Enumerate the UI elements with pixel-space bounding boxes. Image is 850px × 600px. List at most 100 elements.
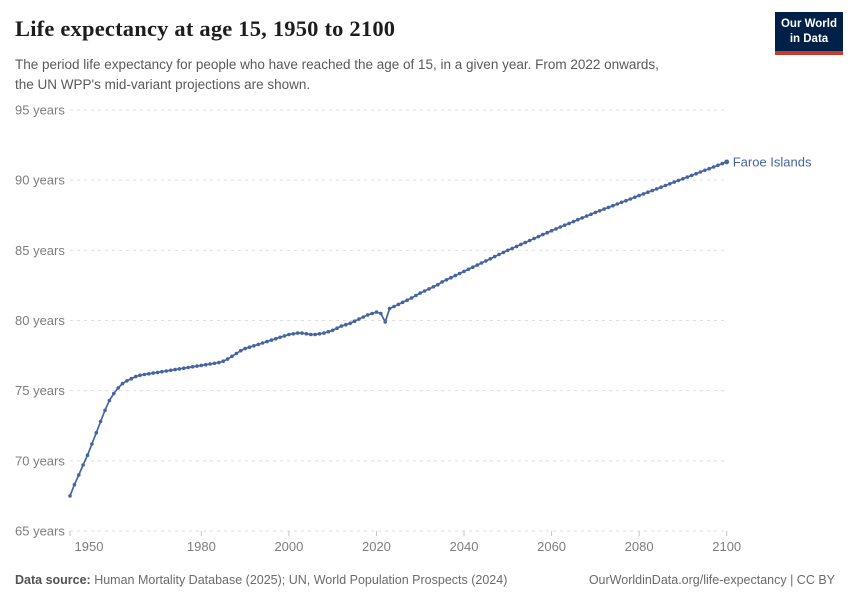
data-point-marker[interactable] xyxy=(523,240,528,245)
data-point-marker[interactable] xyxy=(317,332,322,336)
data-point-marker[interactable] xyxy=(510,246,514,251)
series-faroe-islands[interactable] xyxy=(68,159,730,498)
data-point-marker[interactable] xyxy=(203,362,208,367)
data-point-marker[interactable] xyxy=(304,332,309,336)
data-point-marker[interactable] xyxy=(344,322,348,327)
series-end-label[interactable]: Faroe Islands xyxy=(733,154,812,169)
data-point-marker[interactable] xyxy=(195,364,199,368)
data-point-marker[interactable] xyxy=(387,306,392,311)
data-point-marker[interactable] xyxy=(142,372,147,377)
data-point-marker[interactable] xyxy=(230,354,234,359)
data-point-marker[interactable] xyxy=(282,334,287,338)
data-point-marker[interactable] xyxy=(405,298,409,303)
data-point-marker[interactable] xyxy=(112,391,116,396)
data-point-marker[interactable] xyxy=(400,300,405,305)
data-point-marker[interactable] xyxy=(685,175,690,179)
data-point-marker[interactable] xyxy=(348,321,353,326)
data-point-marker[interactable] xyxy=(190,365,195,369)
data-point-marker[interactable] xyxy=(619,200,624,205)
data-point-marker[interactable] xyxy=(300,331,304,335)
data-point-marker[interactable] xyxy=(457,271,462,276)
data-point-marker[interactable] xyxy=(580,216,584,220)
data-point-marker[interactable] xyxy=(129,376,134,381)
data-point-marker[interactable] xyxy=(479,261,484,265)
data-point-marker[interactable] xyxy=(370,311,374,316)
data-point-marker[interactable] xyxy=(527,238,532,243)
data-point-marker[interactable] xyxy=(81,463,85,467)
data-point-marker[interactable] xyxy=(238,348,243,353)
data-point-marker[interactable] xyxy=(365,313,370,317)
data-point-marker[interactable] xyxy=(252,344,256,348)
data-point-marker[interactable] xyxy=(418,291,423,295)
data-point-marker[interactable] xyxy=(173,367,177,372)
data-point-marker[interactable] xyxy=(77,473,81,477)
data-point-marker[interactable] xyxy=(147,372,151,376)
series-line[interactable] xyxy=(69,161,728,497)
data-point-marker[interactable] xyxy=(68,494,72,498)
data-point-marker[interactable] xyxy=(484,259,488,263)
data-point-marker[interactable] xyxy=(650,188,655,193)
data-point-marker[interactable] xyxy=(440,280,444,284)
data-point-marker[interactable] xyxy=(322,331,326,335)
data-point-marker[interactable] xyxy=(707,166,711,171)
data-point-marker[interactable] xyxy=(466,267,471,272)
series-end-labels[interactable]: Faroe Islands xyxy=(733,154,812,169)
data-point-marker[interactable] xyxy=(274,336,278,341)
data-point-marker[interactable] xyxy=(606,205,611,210)
data-point-marker[interactable] xyxy=(554,227,558,231)
data-point-marker[interactable] xyxy=(475,263,480,267)
data-point-marker[interactable] xyxy=(168,368,173,373)
data-point-marker[interactable] xyxy=(571,219,576,224)
data-point-marker[interactable] xyxy=(291,332,296,336)
data-point-marker[interactable] xyxy=(265,339,269,344)
data-point-marker[interactable] xyxy=(133,374,138,379)
data-point-marker[interactable] xyxy=(436,282,440,287)
data-point-marker[interactable] xyxy=(584,214,589,218)
data-point-marker[interactable] xyxy=(361,315,366,319)
data-point-marker[interactable] xyxy=(681,177,685,181)
data-point-marker[interactable] xyxy=(654,187,659,191)
data-point-marker[interactable] xyxy=(471,265,475,270)
data-point-marker[interactable] xyxy=(519,242,523,247)
data-point-marker[interactable] xyxy=(497,252,501,257)
data-point-marker[interactable] xyxy=(182,366,186,371)
data-point-marker[interactable] xyxy=(98,419,103,424)
data-point-marker[interactable] xyxy=(225,357,230,361)
data-point-marker[interactable] xyxy=(107,398,112,403)
data-point-marker[interactable] xyxy=(488,257,493,261)
data-point-marker[interactable] xyxy=(221,359,225,364)
data-point-marker[interactable] xyxy=(164,369,169,373)
data-point-marker[interactable] xyxy=(409,296,414,300)
data-point-marker[interactable] xyxy=(199,363,204,368)
data-point-marker[interactable] xyxy=(514,244,519,249)
data-point-marker[interactable] xyxy=(567,221,571,226)
data-point-marker[interactable] xyxy=(703,168,707,173)
data-point-marker[interactable] xyxy=(663,183,668,188)
data-point-marker[interactable] xyxy=(462,269,466,274)
data-point-marker[interactable] xyxy=(558,225,563,229)
data-point-marker[interactable] xyxy=(295,331,300,335)
series-end-marker[interactable] xyxy=(724,159,730,165)
data-point-marker[interactable] xyxy=(449,275,453,280)
data-point-marker[interactable] xyxy=(160,369,164,374)
data-point-marker[interactable] xyxy=(593,210,598,215)
data-point-marker[interactable] xyxy=(611,203,615,208)
data-point-marker[interactable] xyxy=(212,361,217,366)
data-point-marker[interactable] xyxy=(562,223,567,227)
data-point-marker[interactable] xyxy=(444,278,449,282)
data-point-marker[interactable] xyxy=(138,373,142,378)
data-point-marker[interactable] xyxy=(597,209,602,213)
data-point-marker[interactable] xyxy=(492,254,497,259)
data-point-marker[interactable] xyxy=(501,250,506,255)
data-point-marker[interactable] xyxy=(243,346,247,351)
data-point-marker[interactable] xyxy=(422,289,427,293)
data-point-marker[interactable] xyxy=(309,332,313,337)
data-point-marker[interactable] xyxy=(94,431,99,435)
data-point-marker[interactable] xyxy=(125,379,129,383)
data-point-marker[interactable] xyxy=(256,342,261,347)
data-point-marker[interactable] xyxy=(177,367,182,371)
data-point-marker[interactable] xyxy=(396,302,401,307)
data-point-marker[interactable] xyxy=(247,345,252,350)
data-point-marker[interactable] xyxy=(374,310,379,314)
owid-logo[interactable]: Our World in Data xyxy=(775,12,843,55)
